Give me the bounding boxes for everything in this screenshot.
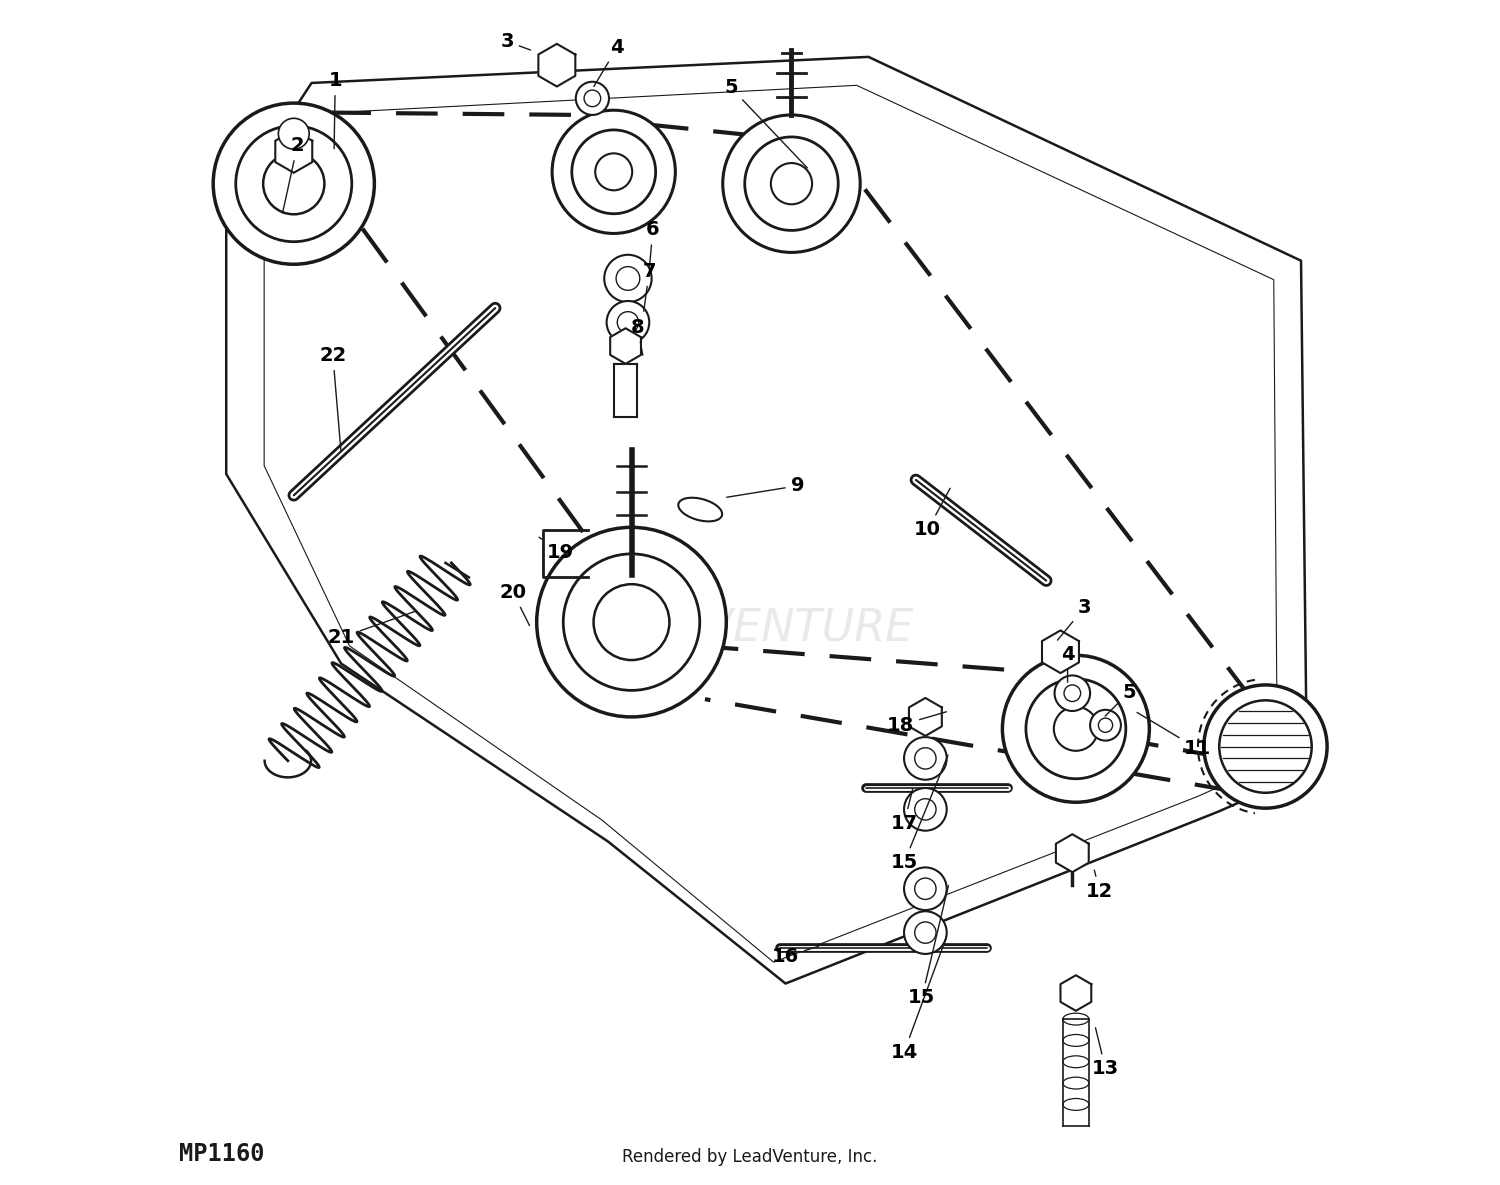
Text: 13: 13 [1092, 1027, 1119, 1078]
Ellipse shape [1064, 1013, 1089, 1025]
Polygon shape [909, 698, 942, 736]
Circle shape [562, 553, 700, 691]
Text: 2: 2 [282, 136, 304, 213]
Ellipse shape [1064, 1056, 1089, 1068]
Circle shape [552, 110, 675, 233]
Circle shape [1090, 710, 1120, 741]
Text: 18: 18 [886, 712, 946, 735]
Text: 20: 20 [500, 583, 530, 626]
Circle shape [596, 153, 632, 191]
Text: 4: 4 [594, 38, 624, 87]
Text: 16: 16 [772, 947, 819, 966]
Text: 7: 7 [642, 262, 656, 312]
Text: 4: 4 [1060, 645, 1074, 683]
Text: 6: 6 [646, 220, 660, 267]
Circle shape [904, 788, 946, 831]
Circle shape [915, 878, 936, 899]
Circle shape [584, 90, 600, 107]
Circle shape [616, 267, 640, 290]
Circle shape [1026, 679, 1126, 779]
Circle shape [1054, 675, 1090, 711]
Circle shape [723, 115, 860, 252]
Text: 12: 12 [1086, 870, 1113, 901]
Text: MP1160: MP1160 [178, 1142, 264, 1166]
Polygon shape [1042, 630, 1078, 673]
Circle shape [604, 255, 651, 302]
Circle shape [744, 137, 839, 230]
Circle shape [236, 126, 352, 242]
Circle shape [279, 118, 309, 149]
Text: 5: 5 [724, 78, 807, 168]
Circle shape [1098, 718, 1113, 732]
Text: 8: 8 [630, 318, 644, 356]
Ellipse shape [678, 498, 722, 521]
Circle shape [904, 867, 946, 910]
Circle shape [915, 799, 936, 820]
Polygon shape [1056, 834, 1089, 872]
Circle shape [1220, 700, 1311, 793]
Circle shape [915, 922, 936, 943]
Text: LEADVENTURE: LEADVENTURE [586, 607, 914, 649]
Text: 19: 19 [538, 537, 574, 562]
Text: 17: 17 [891, 788, 918, 833]
Circle shape [576, 82, 609, 115]
Polygon shape [1060, 975, 1092, 1011]
Circle shape [904, 911, 946, 954]
Ellipse shape [1064, 1077, 1089, 1089]
Circle shape [618, 312, 639, 333]
Circle shape [606, 301, 650, 344]
Polygon shape [538, 44, 576, 87]
Circle shape [1064, 685, 1080, 702]
Text: 15: 15 [908, 885, 948, 1007]
Text: 3: 3 [1058, 598, 1090, 640]
Circle shape [904, 737, 946, 780]
Text: 1: 1 [328, 71, 342, 148]
Circle shape [1054, 706, 1098, 751]
Text: 9: 9 [726, 476, 804, 498]
Polygon shape [276, 130, 312, 173]
Polygon shape [610, 328, 640, 364]
Circle shape [1204, 685, 1328, 808]
Text: 14: 14 [891, 939, 946, 1062]
Circle shape [213, 103, 375, 264]
Text: Rendered by LeadVenture, Inc.: Rendered by LeadVenture, Inc. [622, 1148, 878, 1166]
Circle shape [1002, 655, 1149, 802]
Ellipse shape [1064, 1035, 1089, 1046]
Text: 5: 5 [1106, 683, 1136, 716]
Circle shape [572, 130, 656, 213]
Text: 10: 10 [914, 488, 950, 539]
Text: 21: 21 [327, 611, 416, 647]
Circle shape [771, 164, 812, 204]
Circle shape [594, 584, 669, 660]
Ellipse shape [1064, 1098, 1089, 1110]
Text: 11: 11 [1137, 712, 1212, 758]
Text: 22: 22 [320, 346, 346, 451]
Circle shape [915, 748, 936, 769]
Text: 3: 3 [501, 32, 531, 51]
Circle shape [537, 527, 726, 717]
Text: 15: 15 [891, 755, 948, 872]
Circle shape [262, 153, 324, 214]
